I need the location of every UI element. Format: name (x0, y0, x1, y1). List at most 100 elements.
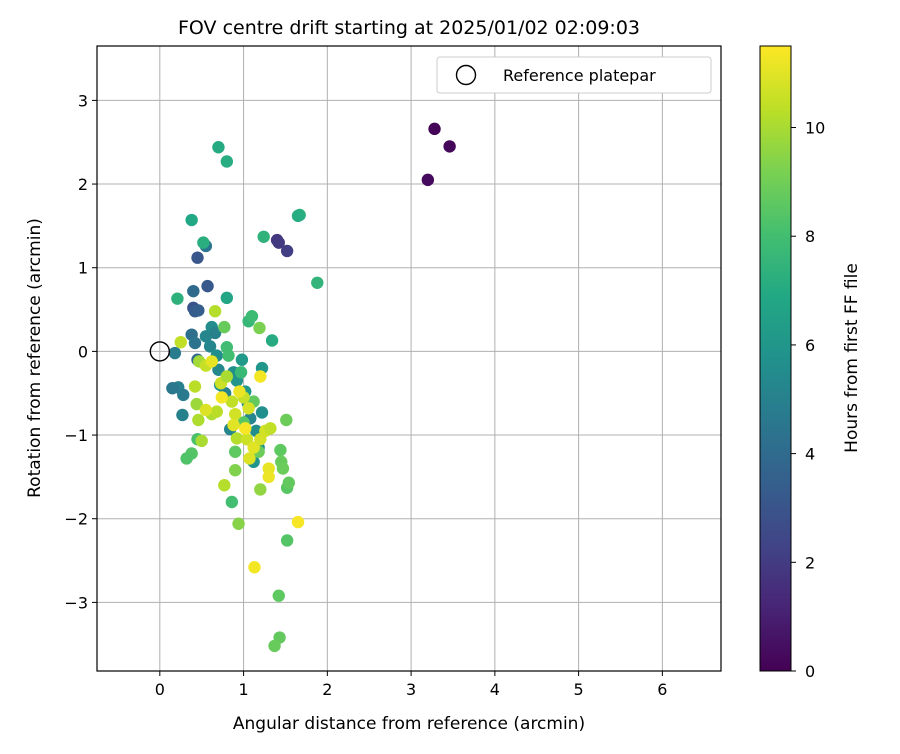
data-point (280, 413, 293, 427)
data-point (257, 230, 270, 243)
colorbar-tick-label: 2 (805, 553, 815, 572)
data-point (262, 470, 275, 484)
data-point (190, 397, 203, 411)
y-tick-label: −2 (64, 510, 88, 529)
data-point (171, 292, 184, 305)
data-point (268, 639, 281, 653)
data-point (229, 407, 242, 421)
colorbar-label: Hours from first FF file (842, 263, 862, 453)
data-point (253, 321, 266, 335)
colorbar-gradient (759, 45, 792, 672)
data-point (230, 432, 244, 445)
data-point (240, 433, 254, 446)
grid (97, 46, 721, 671)
data-point (280, 534, 294, 547)
data-point (247, 441, 260, 454)
data-point (208, 326, 222, 340)
data-point (276, 462, 290, 475)
data-point (242, 402, 255, 415)
data-point (199, 403, 213, 417)
y-tick-label: 3 (78, 91, 88, 110)
colorbar-ticks: 0 2 4 6 8 10 (791, 119, 825, 681)
data-point (234, 366, 248, 379)
data-point (235, 353, 249, 366)
data-point (245, 310, 259, 323)
data-point (195, 434, 208, 448)
x-axis-label: Angular distance from reference (arcmin) (233, 714, 585, 734)
x-tick-label: 5 (574, 680, 584, 699)
reference-platepar-marker (149, 341, 171, 362)
x-tick-label: 0 (155, 680, 165, 699)
data-point (201, 279, 214, 293)
colorbar-tick-label: 6 (805, 336, 815, 355)
data-point (248, 561, 261, 574)
data-point (197, 236, 210, 249)
data-point (180, 452, 193, 465)
data-point (191, 251, 204, 264)
data-point (208, 305, 222, 318)
data-point (212, 141, 225, 154)
data-point (280, 244, 294, 258)
data-point (192, 304, 205, 317)
points-layer (149, 122, 456, 653)
chart-title: FOV centre drift starting at 2025/01/02 … (178, 17, 640, 39)
data-point (220, 370, 234, 383)
data-point (218, 320, 231, 334)
y-tick-label: 1 (78, 259, 88, 278)
data-point (243, 452, 256, 465)
x-tick-label: 6 (657, 680, 667, 699)
data-point (311, 276, 324, 289)
data-point (428, 122, 441, 136)
x-tick-label: 1 (238, 680, 248, 699)
legend-entry-reference: Reference platepar (503, 66, 656, 85)
y-tick-label: −1 (64, 426, 88, 445)
legend-box (436, 56, 712, 94)
data-point (254, 370, 267, 383)
plot-frame (96, 45, 722, 672)
data-point (220, 155, 234, 168)
data-point (264, 422, 277, 435)
legend: Reference platepar (436, 56, 712, 94)
data-point (291, 515, 305, 529)
data-point (215, 391, 228, 404)
data-point (176, 408, 189, 422)
y-tick-label: 2 (78, 175, 88, 194)
data-point (254, 483, 267, 496)
data-point (205, 355, 218, 368)
data-point (229, 445, 242, 458)
data-point (229, 463, 242, 477)
x-tick-label: 3 (406, 680, 416, 699)
y-axis-label: Rotation from reference (arcmin) (25, 218, 45, 498)
data-point (192, 413, 205, 427)
colorbar-tick-label: 4 (805, 445, 815, 464)
data-point (227, 418, 240, 432)
data-point (166, 382, 179, 395)
colorbar-tick-label: 10 (805, 119, 825, 138)
data-point (421, 173, 435, 187)
data-point (272, 236, 285, 249)
colorbar: 0 2 4 6 8 10 Hours from first FF file (759, 45, 862, 681)
data-point (188, 380, 202, 393)
x-tick-label: 4 (490, 680, 500, 699)
data-point (232, 517, 245, 530)
data-point (291, 209, 305, 223)
data-point (233, 385, 246, 398)
data-point (210, 405, 223, 418)
data-point (174, 335, 187, 349)
y-tick-label: 0 (78, 342, 88, 361)
data-point (218, 479, 231, 492)
y-tick-label: −3 (64, 593, 88, 612)
colorbar-tick-label: 8 (805, 227, 815, 246)
data-point (265, 334, 279, 347)
data-point (187, 284, 200, 298)
data-point (282, 476, 296, 489)
data-point (188, 336, 202, 350)
colorbar-tick-label: 0 (805, 662, 815, 681)
data-point (225, 395, 239, 408)
data-point (255, 406, 269, 419)
legend-marker-icon (455, 64, 477, 86)
data-point (274, 443, 287, 457)
data-point (443, 140, 456, 153)
data-point (239, 422, 252, 435)
